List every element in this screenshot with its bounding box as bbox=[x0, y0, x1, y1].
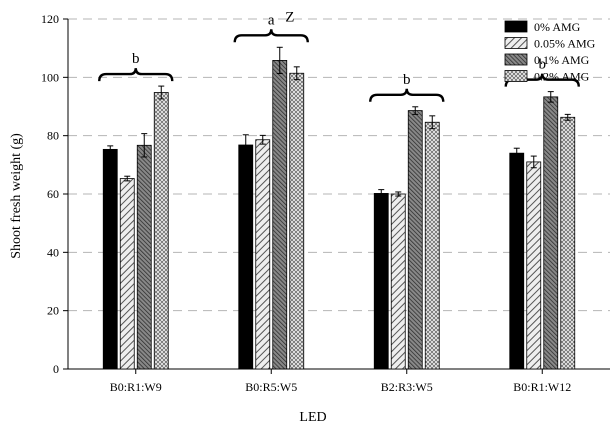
legend-label: 0.2% AMG bbox=[534, 70, 590, 84]
significance-letter: b bbox=[403, 72, 411, 88]
bar bbox=[153, 92, 169, 370]
x-tick-label: B0:R1:W9 bbox=[110, 380, 162, 394]
significance-letter: a bbox=[268, 12, 275, 28]
x-tick-label: B0:R1:W12 bbox=[513, 380, 571, 394]
x-tick-label: B0:R5:W5 bbox=[245, 380, 297, 394]
legend-swatch bbox=[504, 70, 528, 82]
y-tick-label: 0 bbox=[53, 362, 59, 376]
bar bbox=[560, 116, 576, 370]
significance-brace bbox=[98, 68, 174, 82]
bar bbox=[543, 96, 559, 370]
bar bbox=[390, 193, 406, 370]
tick-labels: 0 20 40 60 80 100 120 B0:R1:W9 B0:R5:W5 B2:R3:W5 B… bbox=[41, 12, 571, 394]
legend-label: 0% AMG bbox=[534, 20, 581, 34]
bar bbox=[238, 144, 254, 370]
annotation-z: Z bbox=[285, 9, 294, 25]
bar bbox=[119, 178, 135, 370]
legend-swatch bbox=[504, 20, 528, 33]
legend-label: 0.05% AMG bbox=[534, 37, 596, 51]
legend-swatch bbox=[504, 53, 528, 66]
legend: 0% AMG 0.05% AMG 0.1% AMG 0.2% AMG bbox=[504, 20, 596, 84]
y-tick-label: 40 bbox=[47, 245, 59, 259]
legend-swatch bbox=[504, 37, 528, 49]
bar bbox=[373, 193, 389, 370]
bar bbox=[255, 139, 271, 370]
significance-letter: b bbox=[132, 51, 140, 67]
y-tick-label: 60 bbox=[47, 187, 59, 201]
x-tick-label: B2:R3:W5 bbox=[381, 380, 433, 394]
bar bbox=[526, 161, 542, 370]
significance-brace bbox=[233, 29, 309, 43]
y-tick-label: 120 bbox=[41, 12, 59, 26]
bar bbox=[509, 152, 525, 370]
legend-label: 0.1% AMG bbox=[534, 53, 590, 67]
y-axis-title: Shoot fresh weight (g) bbox=[9, 133, 24, 259]
bar bbox=[272, 60, 288, 370]
x-axis-title: LED bbox=[299, 410, 326, 425]
error-bars bbox=[107, 46, 571, 198]
bar bbox=[136, 144, 152, 370]
significance-brace bbox=[369, 88, 445, 102]
y-tick-label: 80 bbox=[47, 129, 59, 143]
bar bbox=[424, 121, 440, 370]
bars bbox=[102, 60, 576, 370]
significance-letter: b bbox=[539, 57, 547, 73]
bar bbox=[289, 72, 305, 370]
y-tick-label: 100 bbox=[41, 70, 59, 84]
y-tick-label: 20 bbox=[47, 304, 59, 318]
bar bbox=[102, 148, 118, 370]
bar bbox=[407, 110, 423, 370]
